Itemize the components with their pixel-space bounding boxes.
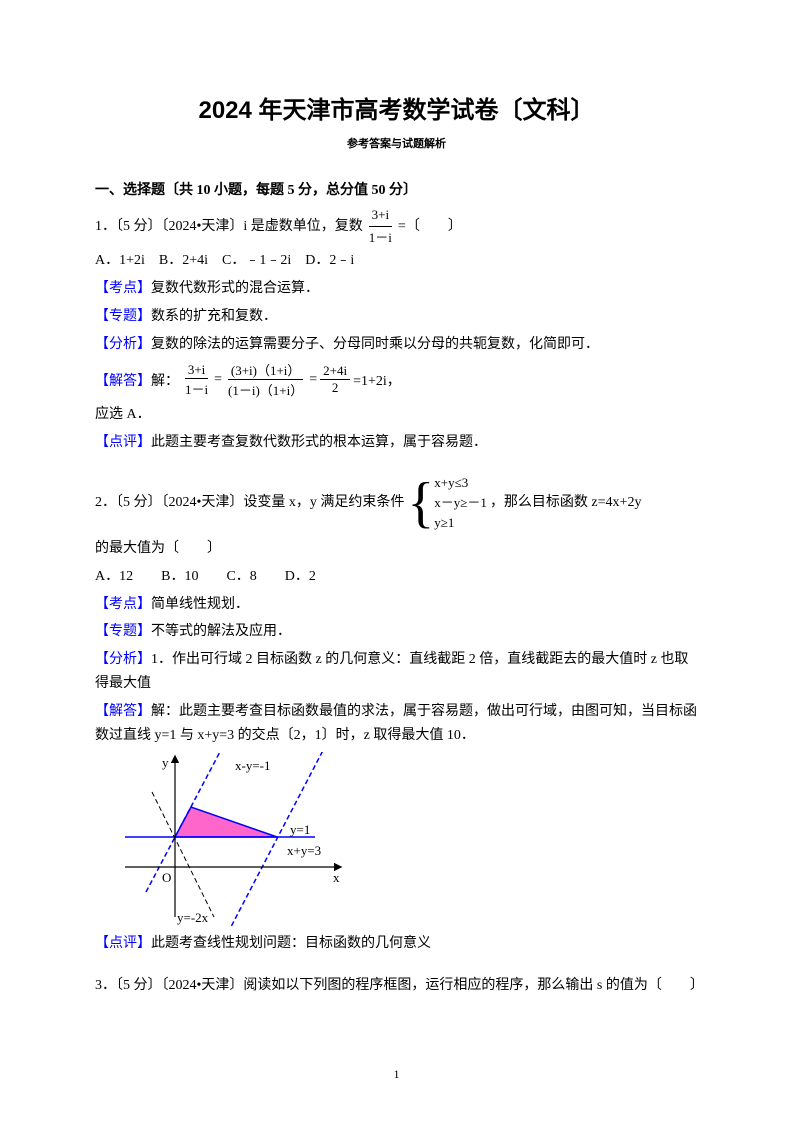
- q2-jieda: 【解答】解：此题主要考查目标函数最值的求法，属于容易题，做出可行域，由图可知，当…: [95, 700, 698, 748]
- dianping-tag: 【点评】: [95, 936, 151, 951]
- y-axis-label: y: [162, 755, 169, 770]
- q2-fenxi-text: 1．作出可行域 2 目标函数 z 的几何意义：直线截距 2 倍，直线截距去的最大…: [95, 652, 688, 691]
- q2-stem-line2: 的最大值为〔 〕: [95, 537, 698, 561]
- q2-constraint-3: y≥1: [434, 514, 487, 532]
- q1-kaodian: 【考点】复数代数形式的混合运算．: [95, 277, 698, 301]
- jieda-tag: 【解答】: [95, 704, 151, 719]
- q2-graph: O x y x-y=-1 y=1 x+y=3 y=-2x: [115, 752, 698, 927]
- q3-stem: 3．〔5 分〕〔2024•天津〕阅读如以下列图的程序框图，运行相应的程序，那么输…: [95, 974, 698, 998]
- q2-stem-post: ，那么目标函数 z=4x+2y: [490, 491, 642, 515]
- q1-eq-f1: 3+i 1－i: [182, 362, 211, 398]
- q1-fenxi-text: 复数的除法的运算需要分子、分母同时乘以分母的共轭复数，化简即可．: [151, 337, 599, 352]
- q2-zhuanti: 【专题】不等式的解法及应用．: [95, 620, 698, 644]
- q1-eq-result: =1+2i，: [353, 370, 401, 390]
- q1-kaodian-text: 复数代数形式的混合运算．: [151, 281, 319, 296]
- kaodian-tag: 【考点】: [95, 281, 151, 296]
- objective-line: [152, 792, 214, 917]
- left-brace-icon: {: [407, 475, 434, 531]
- q2-brace-content: x+y≤3 x－y≥－1 y≥1: [434, 473, 487, 533]
- q1-frac-num: 3+i: [369, 204, 392, 227]
- q1-eq-f3-num: 2+4i: [320, 363, 350, 380]
- q2-constraint-2: x－y≥－1: [434, 494, 487, 512]
- q1-stem: 1．〔5 分〕〔2024•天津〕i 是虚数单位，复数 3+i 1－i =〔 〕: [95, 204, 698, 249]
- q2-kaodian: 【考点】简单线性规划．: [95, 593, 698, 617]
- q2-fenxi: 【分析】1．作出可行域 2 目标函数 z 的几何意义：直线截距 2 倍，直线截距…: [95, 648, 698, 696]
- line3-label: x+y=3: [287, 843, 321, 858]
- line2-label: y=1: [290, 822, 310, 837]
- line1-label: x-y=-1: [235, 758, 271, 773]
- q1-stem-post: =〔 〕: [398, 215, 462, 239]
- q2-constraint-1: x+y≤3: [434, 474, 487, 492]
- q1-options: A．1+2i B．2+4i C．﹣1﹣2i D．2﹣i: [95, 249, 698, 273]
- q1-fraction: 3+i 1－i: [366, 204, 395, 249]
- page-subtitle: 参考答案与试题解析: [95, 135, 698, 151]
- eq-sign: =: [309, 372, 317, 388]
- q1-stem-pre: 1．〔5 分〕〔2024•天津〕i 是虚数单位，复数: [95, 215, 363, 239]
- q1-dianping-text: 此题主要考查复数代数形式的根本运算，属于容易题．: [151, 435, 487, 450]
- q2-jieda-text: 解：此题主要考查目标函数最值的求法，属于容易题，做出可行域，由图可知，当目标函数…: [95, 704, 697, 743]
- q1-eq-f2: (3+i)（1+i） (1－i)（1+i）: [225, 360, 306, 399]
- zhuanti-tag: 【专题】: [95, 624, 151, 639]
- objline-label: y=-2x: [177, 910, 209, 925]
- q1-eq-f3-den: 2: [329, 380, 342, 396]
- q1-eq-f1-num: 3+i: [185, 362, 208, 379]
- q1-eq-f3: 2+4i 2: [320, 363, 350, 396]
- origin-label: O: [162, 870, 171, 885]
- q1-zhuanti-text: 数系的扩充和复数．: [151, 309, 277, 324]
- linear-programming-plot: O x y x-y=-1 y=1 x+y=3 y=-2x: [115, 752, 345, 927]
- q1-zhuanti: 【专题】数系的扩充和复数．: [95, 305, 698, 329]
- line-x-plus-y: [210, 752, 330, 927]
- dianping-tag: 【点评】: [95, 435, 151, 450]
- eq-sign: =: [214, 372, 222, 388]
- x-axis-label: x: [333, 870, 340, 885]
- q1-eq-f1-den: 1－i: [182, 379, 211, 398]
- q1-answer: 应选 A．: [95, 403, 698, 427]
- q2-stem: 2．〔5 分〕〔2024•天津〕设变量 x，y 满足约束条件 { x+y≤3 x…: [95, 473, 698, 533]
- q1-jieda: 【解答】 解： 3+i 1－i = (3+i)（1+i） (1－i)（1+i） …: [95, 360, 698, 399]
- fenxi-tag: 【分析】: [95, 337, 151, 352]
- q1-eq-f2-den: (1－i)（1+i）: [225, 380, 306, 399]
- section-header: 一、选择题〔共 10 小题，每题 5 分，总分值 50 分〕: [95, 179, 698, 199]
- feasible-region: [175, 807, 277, 837]
- kaodian-tag: 【考点】: [95, 597, 151, 612]
- fenxi-tag: 【分析】: [95, 652, 151, 667]
- q1-jieda-pre: 解：: [151, 370, 179, 390]
- page-title: 2024 年天津市高考数学试卷〔文科〕: [95, 90, 698, 125]
- zhuanti-tag: 【专题】: [95, 309, 151, 324]
- jieda-tag: 【解答】: [95, 370, 151, 390]
- q2-options: A．12 B．10 C．8 D．2: [95, 565, 698, 589]
- page-number: 1: [0, 1067, 793, 1082]
- q2-brace: { x+y≤3 x－y≥－1 y≥1: [407, 473, 487, 533]
- q1-frac-den: 1－i: [366, 227, 395, 249]
- q1-eq-f2-num: (3+i)（1+i）: [228, 360, 304, 380]
- q2-stem-pre: 2．〔5 分〕〔2024•天津〕设变量 x，y 满足约束条件: [95, 491, 404, 515]
- q1-fenxi: 【分析】复数的除法的运算需要分子、分母同时乘以分母的共轭复数，化简即可．: [95, 333, 698, 357]
- q2-kaodian-text: 简单线性规划．: [151, 597, 249, 612]
- q2-dianping: 【点评】此题考查线性规划问题：目标函数的几何意义: [95, 932, 698, 956]
- q2-dianping-text: 此题考查线性规划问题：目标函数的几何意义: [151, 936, 431, 951]
- q1-dianping: 【点评】此题主要考查复数代数形式的根本运算，属于容易题．: [95, 431, 698, 455]
- q2-zhuanti-text: 不等式的解法及应用．: [151, 624, 291, 639]
